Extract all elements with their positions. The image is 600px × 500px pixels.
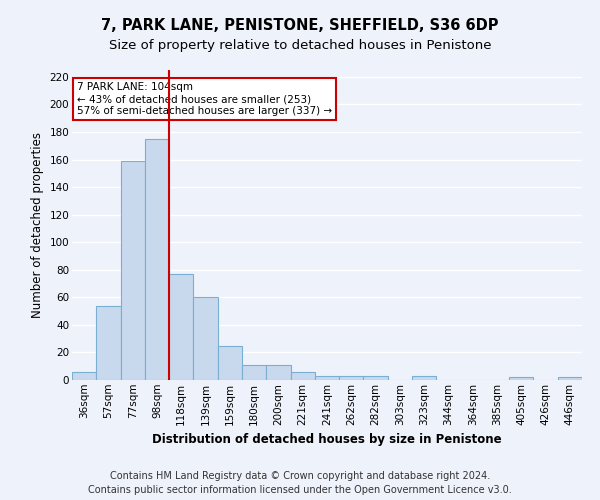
Bar [193, 298, 218, 380]
Bar [72, 372, 96, 380]
Bar [558, 377, 582, 380]
Bar [364, 376, 388, 380]
Bar [121, 161, 145, 380]
Bar [169, 274, 193, 380]
Bar [96, 306, 121, 380]
Bar [266, 365, 290, 380]
Y-axis label: Number of detached properties: Number of detached properties [31, 132, 44, 318]
Bar [242, 365, 266, 380]
Bar [509, 377, 533, 380]
Bar [145, 139, 169, 380]
Text: Size of property relative to detached houses in Penistone: Size of property relative to detached ho… [109, 39, 491, 52]
Bar [218, 346, 242, 380]
Text: Contains HM Land Registry data © Crown copyright and database right 2024.
Contai: Contains HM Land Registry data © Crown c… [88, 471, 512, 495]
Bar [412, 376, 436, 380]
Bar [339, 376, 364, 380]
Bar [315, 376, 339, 380]
X-axis label: Distribution of detached houses by size in Penistone: Distribution of detached houses by size … [152, 433, 502, 446]
Bar [290, 372, 315, 380]
Text: 7 PARK LANE: 104sqm
← 43% of detached houses are smaller (253)
57% of semi-detac: 7 PARK LANE: 104sqm ← 43% of detached ho… [77, 82, 332, 116]
Text: 7, PARK LANE, PENISTONE, SHEFFIELD, S36 6DP: 7, PARK LANE, PENISTONE, SHEFFIELD, S36 … [101, 18, 499, 32]
